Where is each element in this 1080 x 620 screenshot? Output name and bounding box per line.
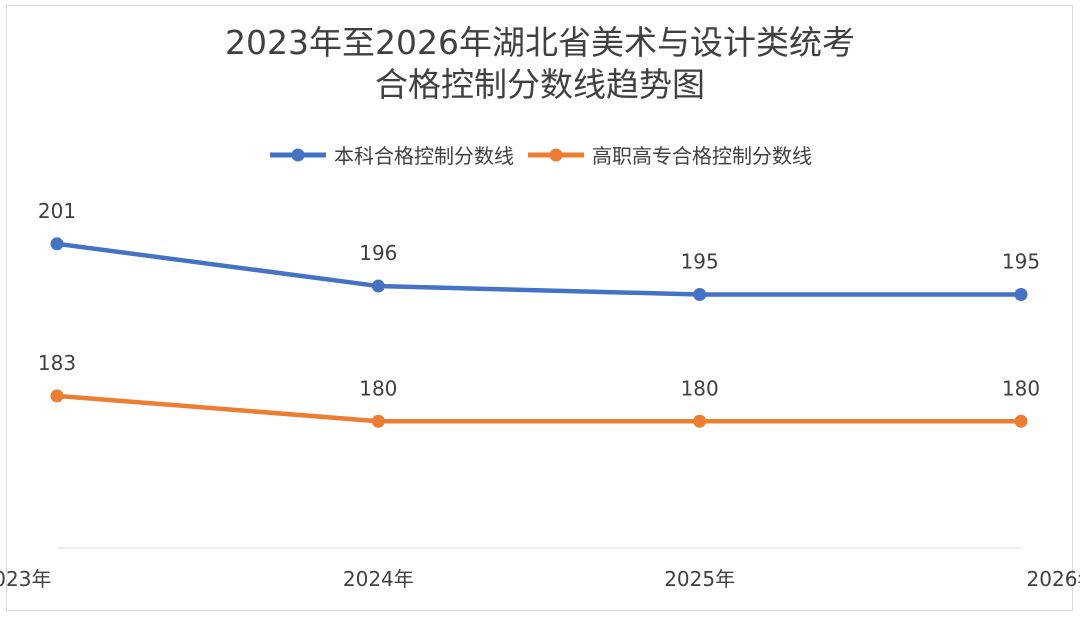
legend-label-undergrad: 本科合格控制分数线 bbox=[334, 144, 514, 168]
data-label: 195 bbox=[681, 250, 719, 274]
chart-frame bbox=[6, 5, 1073, 611]
data-point bbox=[50, 237, 64, 251]
legend-label-vocational: 高职高专合格控制分数线 bbox=[592, 144, 812, 168]
series-line-0 bbox=[56, 241, 1021, 297]
chart-title-line2: 合格控制分数线趋势图 bbox=[375, 65, 705, 104]
data-point bbox=[371, 279, 385, 293]
x-tick-label: 2023年 bbox=[0, 567, 51, 591]
data-point bbox=[1014, 414, 1028, 428]
data-label: 180 bbox=[681, 376, 719, 400]
data-point bbox=[50, 389, 64, 403]
x-tick-label: 2026年 bbox=[1027, 567, 1080, 591]
legend-marker-undergrad bbox=[270, 148, 326, 161]
data-label: 180 bbox=[359, 376, 397, 400]
chart-title-line1: 2023年至2026年湖北省美术与设计类统考 bbox=[225, 23, 855, 62]
x-tick-label: 2025年 bbox=[664, 567, 735, 591]
legend-item-undergrad: 本科合格控制分数线 bbox=[268, 140, 514, 169]
data-label: 183 bbox=[38, 351, 76, 375]
chart-title: 2023年至2026年湖北省美术与设计类统考 合格控制分数线趋势图 bbox=[0, 22, 1080, 106]
data-point bbox=[371, 414, 385, 428]
data-label: 180 bbox=[1002, 376, 1040, 400]
data-point bbox=[693, 414, 707, 428]
legend-item-vocational: 高职高专合格控制分数线 bbox=[526, 140, 812, 169]
data-point bbox=[1014, 288, 1028, 301]
data-label: 195 bbox=[1002, 250, 1040, 274]
data-point bbox=[693, 288, 707, 301]
data-label: 196 bbox=[359, 241, 397, 265]
chart-legend: 本科合格控制分数线 高职高专合格控制分数线 bbox=[0, 140, 1080, 169]
x-tick-label: 2024年 bbox=[343, 567, 414, 591]
series-line-1 bbox=[56, 393, 1021, 424]
legend-marker-vocational bbox=[528, 148, 584, 161]
data-label: 201 bbox=[38, 199, 76, 223]
